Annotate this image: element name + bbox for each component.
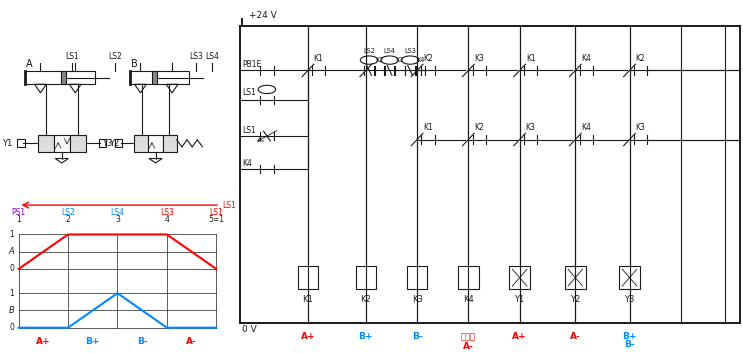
Text: Y3: Y3 — [624, 295, 635, 304]
Text: K4: K4 — [242, 159, 252, 168]
Text: K2: K2 — [424, 54, 433, 63]
Text: Y3: Y3 — [102, 139, 112, 148]
Text: K1: K1 — [302, 295, 314, 304]
Text: LS1: LS1 — [242, 126, 256, 136]
Text: K4: K4 — [581, 123, 591, 132]
Text: LS2: LS2 — [108, 53, 122, 61]
Bar — [38, 135, 53, 151]
Text: 5=1: 5=1 — [208, 215, 224, 224]
Bar — [62, 71, 65, 84]
Bar — [152, 71, 157, 84]
Text: K4: K4 — [581, 54, 591, 63]
Text: A: A — [8, 247, 14, 256]
Bar — [130, 71, 189, 84]
Bar — [458, 267, 478, 289]
Bar — [619, 267, 640, 289]
Text: Y2: Y2 — [109, 139, 120, 148]
Text: Y1: Y1 — [514, 295, 525, 304]
Bar — [407, 267, 427, 289]
Text: 3: 3 — [115, 215, 120, 224]
Text: K2: K2 — [360, 295, 372, 304]
Text: 초기화: 초기화 — [461, 332, 476, 341]
Text: B+: B+ — [85, 337, 100, 346]
Text: 4: 4 — [164, 215, 169, 224]
Text: PB1E: PB1E — [242, 60, 262, 69]
Text: K1: K1 — [424, 123, 433, 132]
Text: B-: B- — [137, 337, 148, 346]
Text: LS3: LS3 — [160, 208, 174, 216]
Bar — [53, 135, 70, 151]
Text: LS2: LS2 — [363, 48, 375, 54]
Text: 0: 0 — [10, 264, 14, 274]
Text: K2: K2 — [475, 123, 484, 132]
Text: 1: 1 — [10, 289, 14, 298]
Text: B-: B- — [412, 332, 423, 341]
Text: 0: 0 — [10, 323, 14, 332]
Text: +24 V: +24 V — [249, 11, 276, 20]
Text: A-: A- — [186, 337, 197, 346]
Text: K3: K3 — [475, 54, 484, 63]
Text: LS1: LS1 — [222, 201, 236, 210]
Text: K4: K4 — [463, 295, 474, 304]
Text: B-: B- — [624, 341, 635, 349]
Bar — [70, 135, 85, 151]
Text: 1: 1 — [16, 215, 21, 224]
Bar — [99, 139, 106, 148]
Text: 0 V: 0 V — [242, 325, 257, 334]
Text: K3: K3 — [396, 57, 404, 63]
Text: A+: A+ — [513, 332, 527, 341]
Bar — [510, 267, 530, 289]
Text: LS1: LS1 — [210, 208, 223, 216]
Text: K2: K2 — [636, 54, 646, 63]
Bar — [565, 267, 585, 289]
Text: K3: K3 — [635, 123, 646, 132]
Text: LS4: LS4 — [205, 53, 219, 61]
Text: K1: K1 — [526, 54, 536, 63]
Text: Y1: Y1 — [2, 139, 13, 148]
Bar — [298, 267, 318, 289]
Text: K2: K2 — [375, 57, 383, 63]
Bar — [25, 71, 95, 84]
Bar — [149, 135, 163, 151]
Text: K3: K3 — [526, 123, 536, 132]
Text: LS1: LS1 — [65, 53, 80, 61]
Text: B+: B+ — [623, 332, 637, 341]
Text: 1: 1 — [10, 230, 14, 239]
Bar — [134, 135, 149, 151]
Text: LS1: LS1 — [242, 88, 256, 97]
Text: K4: K4 — [416, 57, 425, 63]
Text: LS4: LS4 — [383, 48, 395, 54]
Text: PS1: PS1 — [11, 208, 26, 216]
Text: A-: A- — [463, 341, 474, 351]
Text: LS2: LS2 — [61, 208, 75, 216]
Text: A+: A+ — [36, 337, 51, 346]
Text: K3: K3 — [412, 295, 423, 304]
Text: A-: A- — [570, 332, 581, 341]
Text: A+: A+ — [301, 332, 315, 341]
Bar — [163, 135, 177, 151]
Text: LS4: LS4 — [111, 208, 124, 216]
Bar — [356, 267, 376, 289]
Text: LS3: LS3 — [189, 53, 203, 61]
Text: Y2: Y2 — [570, 295, 580, 304]
Bar — [115, 139, 122, 148]
Text: K1: K1 — [314, 54, 323, 63]
Bar — [18, 139, 25, 148]
Text: B: B — [8, 306, 14, 315]
Text: A: A — [26, 59, 33, 70]
Text: LS3: LS3 — [404, 48, 416, 54]
Text: B: B — [131, 59, 137, 70]
Text: 2: 2 — [65, 215, 71, 224]
Text: B+: B+ — [359, 332, 373, 341]
